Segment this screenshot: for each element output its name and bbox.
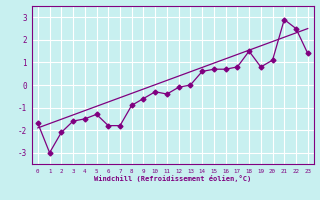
X-axis label: Windchill (Refroidissement éolien,°C): Windchill (Refroidissement éolien,°C) — [94, 175, 252, 182]
